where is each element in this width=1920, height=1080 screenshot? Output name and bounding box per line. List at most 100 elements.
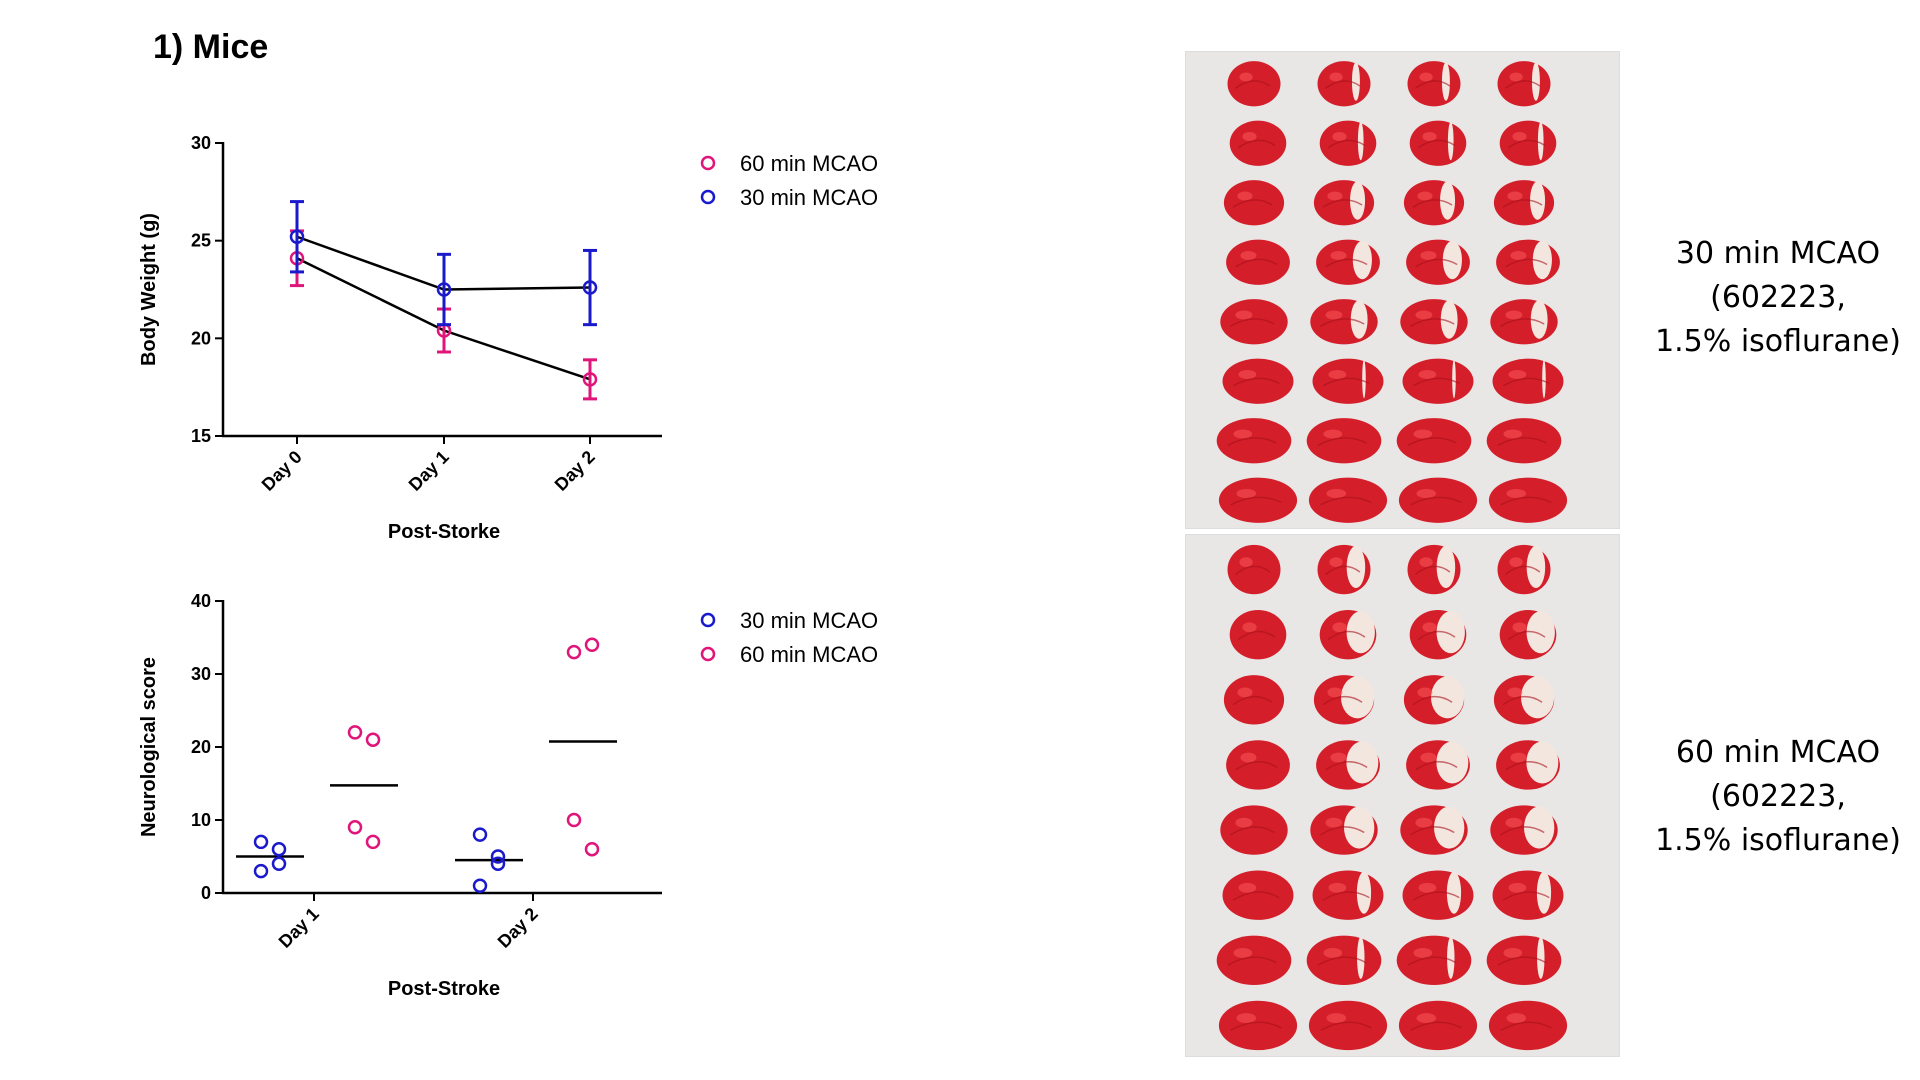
brain-slice [1406, 740, 1470, 790]
data-point [566, 812, 582, 828]
slice-texture [1320, 826, 1365, 836]
brain-slice [1496, 239, 1560, 285]
slice-tissue [1218, 1000, 1298, 1051]
slice-tissue [1222, 870, 1294, 920]
slice-texture [1322, 695, 1363, 706]
slice-highlight [1512, 622, 1527, 633]
brain-slice [1493, 675, 1555, 725]
slice-tissue [1223, 675, 1285, 725]
y-tick-label: 25 [191, 231, 211, 251]
brain-slice [1223, 675, 1285, 725]
slice-infarct [1357, 121, 1364, 161]
brain-slice [1229, 120, 1287, 166]
slice-texture [1502, 199, 1543, 208]
slice-tissue [1497, 61, 1551, 107]
legend-marker [700, 612, 716, 628]
caption-line: 30 min MCAO [1675, 236, 1881, 271]
slice-highlight [1508, 882, 1527, 893]
legend-label: 30 min MCAO [740, 608, 878, 633]
data-point [289, 229, 305, 245]
slice-infarct [1526, 611, 1555, 654]
slice-highlight [1416, 1013, 1437, 1023]
data-point [490, 849, 506, 864]
slice-texture [1410, 318, 1455, 327]
brain-slice [1403, 675, 1465, 725]
slice-highlight [1238, 882, 1257, 893]
slice-highlight [1240, 250, 1257, 260]
slice-highlight [1505, 817, 1523, 828]
body-weight-chart: 15 20 25 30 Day 0 Day 1 Day 2 Body Weight (g) Po… [138, 133, 878, 543]
slice-infarct [1346, 611, 1375, 654]
slice-highlight [1332, 622, 1347, 633]
slice-infarct [1526, 546, 1546, 589]
slice-tissue [1306, 418, 1382, 464]
slice-highlight [1236, 488, 1257, 498]
slice-texture [1230, 496, 1282, 506]
slice-highlight [1512, 131, 1527, 141]
brain-slice [1497, 61, 1551, 107]
legend-label: 60 min MCAO [740, 151, 878, 176]
brain-slice [1488, 477, 1568, 523]
caption-line: 1.5% isoflurane) [1655, 823, 1901, 858]
slice-texture [1497, 956, 1547, 966]
slice-highlight [1237, 191, 1253, 201]
slice-infarct [1524, 806, 1555, 849]
slice-highlight [1326, 1013, 1347, 1023]
brain-slice [1316, 239, 1380, 285]
slice-texture [1325, 761, 1368, 771]
slice-tissue [1403, 180, 1465, 226]
slice-tissue [1396, 418, 1472, 464]
slice-tissue [1227, 61, 1281, 107]
slice-texture [1317, 956, 1367, 966]
slice-texture [1407, 437, 1457, 446]
slice-texture [1235, 258, 1278, 268]
slice-tissue [1308, 1000, 1388, 1051]
data-point [584, 637, 600, 653]
slice-highlight [1329, 72, 1343, 82]
slice-highlight [1240, 752, 1257, 763]
data-point [347, 820, 363, 835]
slice-highlight [1330, 752, 1347, 763]
slice-tissue [1308, 477, 1388, 523]
slice-infarct [1530, 300, 1548, 339]
brain-slice [1312, 870, 1384, 920]
brain-slice [1407, 544, 1461, 595]
slice-highlight [1328, 369, 1347, 379]
brain-slices-photo-60min [1185, 534, 1620, 1057]
slice-tissue [1223, 180, 1285, 226]
brain-slice [1490, 299, 1558, 345]
slice-infarct [1532, 240, 1552, 280]
slice-texture [1324, 565, 1361, 576]
slice-highlight [1418, 369, 1437, 379]
brain-slice [1313, 180, 1375, 226]
brain-slice [1406, 239, 1470, 285]
brain-slice [1400, 805, 1468, 855]
brain-slice [1486, 418, 1562, 464]
slice-texture [1322, 891, 1370, 901]
slice-highlight [1507, 191, 1523, 201]
y-tick-label: 15 [191, 426, 211, 446]
slice-highlight [1238, 369, 1257, 379]
caption-line: 1.5% isoflurane) [1655, 324, 1901, 359]
slice-tissue [1499, 120, 1557, 166]
brain-slice [1226, 740, 1290, 790]
data-point [472, 878, 488, 893]
slice-infarct [1350, 300, 1368, 339]
y-tick-label: 0 [201, 883, 211, 903]
x-axis-title: Post-Storke [388, 521, 500, 543]
slice-texture [1410, 496, 1462, 506]
slice-texture [1235, 761, 1278, 771]
slice-infarct [1531, 62, 1540, 101]
brain-slice [1319, 609, 1377, 660]
slice-highlight [1323, 947, 1343, 958]
slice-highlight [1237, 687, 1253, 698]
slice-highlight [1332, 131, 1347, 141]
slice-highlight [1326, 488, 1347, 498]
slice-tissue [1402, 358, 1474, 404]
slice-highlight [1416, 488, 1437, 498]
slice-highlight [1508, 369, 1527, 379]
slice-highlight [1503, 947, 1523, 958]
slice-tissue [1407, 61, 1461, 107]
brain-slice [1218, 1000, 1298, 1051]
